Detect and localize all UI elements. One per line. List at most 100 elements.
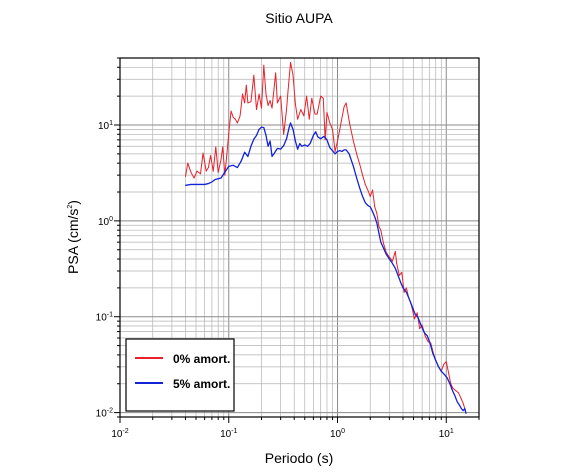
grid — [114, 57, 480, 423]
data-point — [394, 250, 396, 252]
data-point — [247, 102, 249, 104]
data-point — [258, 128, 260, 130]
data-point — [388, 258, 390, 260]
data-point — [265, 93, 267, 95]
data-point — [256, 134, 257, 136]
data-point — [294, 140, 296, 142]
x-tick-label: 101 — [439, 428, 454, 440]
data-point — [462, 410, 464, 412]
series-line-0 — [184, 61, 466, 411]
data-point — [269, 140, 271, 142]
data-point — [452, 390, 453, 391]
data-point — [202, 152, 204, 154]
data-point — [349, 124, 351, 126]
data-point — [461, 408, 462, 410]
data-point — [290, 122, 291, 124]
data-point — [424, 335, 426, 337]
data-point — [372, 211, 373, 213]
data-point — [380, 241, 382, 243]
data-point — [297, 118, 299, 120]
data-point — [341, 150, 343, 152]
data-point — [292, 74, 294, 76]
data-point — [187, 162, 189, 164]
data-point — [391, 262, 393, 264]
data-point — [383, 243, 384, 245]
data-point — [362, 195, 364, 197]
data-point — [258, 93, 260, 95]
data-point — [214, 179, 216, 180]
data-point — [421, 324, 423, 326]
data-point — [217, 178, 219, 180]
data-point — [304, 144, 306, 146]
data-point — [400, 281, 402, 283]
data-point — [317, 136, 319, 138]
data-point — [445, 361, 447, 363]
data-point — [207, 167, 209, 168]
data-point — [244, 102, 246, 104]
data-point — [356, 177, 358, 179]
data-point — [378, 232, 380, 234]
data-point — [378, 225, 380, 227]
legend-box — [125, 338, 235, 412]
data-point — [455, 390, 457, 391]
series-1 — [185, 122, 467, 414]
data-point — [253, 74, 255, 76]
data-point — [414, 314, 416, 316]
data-point — [465, 413, 467, 414]
data-point — [190, 172, 192, 173]
data-point — [419, 328, 421, 330]
y-tick-labels: 10-2 10-1 100 101 — [96, 120, 113, 420]
data-point — [263, 127, 265, 129]
data-point — [356, 153, 358, 155]
data-point — [446, 377, 448, 379]
data-point — [247, 155, 249, 157]
y-tick-label: 100 — [98, 216, 113, 228]
chart-title: Sitio AUPA — [265, 10, 333, 26]
legend-label-5pct: 5% amort. — [173, 377, 230, 391]
data-point — [297, 148, 299, 150]
data-point — [234, 118, 236, 120]
data-point — [438, 366, 440, 368]
data-point — [383, 247, 384, 249]
data-point — [269, 100, 271, 101]
data-point — [362, 174, 364, 176]
data-point — [236, 167, 238, 168]
data-point — [352, 140, 354, 142]
data-point — [343, 149, 345, 151]
data-point — [256, 109, 257, 110]
data-point — [398, 274, 400, 276]
data-point — [394, 267, 396, 269]
data-point — [339, 128, 341, 130]
data-point — [306, 95, 308, 97]
data-point — [460, 398, 462, 400]
data-point — [250, 145, 252, 147]
data-point — [185, 184, 186, 186]
data-point — [426, 335, 428, 337]
data-point — [263, 64, 265, 66]
data-point — [448, 372, 450, 374]
data-point — [464, 408, 466, 410]
data-point — [195, 183, 197, 185]
data-point — [402, 287, 404, 289]
data-point — [308, 118, 310, 120]
data-point — [326, 112, 328, 113]
data-point — [303, 115, 305, 117]
data-point — [323, 135, 325, 137]
data-point — [369, 206, 371, 208]
data-point — [454, 395, 456, 397]
data-point — [376, 212, 378, 214]
data-point — [443, 363, 445, 365]
data-point — [315, 131, 317, 133]
data-point — [320, 138, 322, 140]
data-point — [271, 155, 273, 157]
data-point — [380, 229, 382, 231]
data-point — [283, 133, 285, 135]
data-point — [301, 145, 303, 147]
data-point — [405, 291, 407, 293]
data-point — [397, 274, 399, 276]
data-point — [345, 102, 347, 104]
data-point — [449, 383, 451, 385]
data-point — [211, 181, 213, 183]
data-point — [224, 174, 226, 176]
